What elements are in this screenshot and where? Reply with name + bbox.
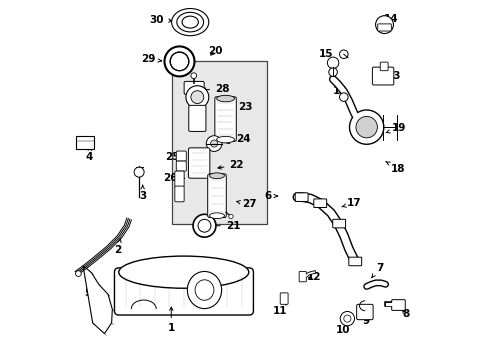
FancyBboxPatch shape bbox=[299, 271, 305, 282]
Circle shape bbox=[134, 167, 144, 177]
Ellipse shape bbox=[216, 136, 234, 143]
Circle shape bbox=[349, 110, 383, 144]
FancyBboxPatch shape bbox=[207, 174, 226, 217]
Circle shape bbox=[210, 140, 217, 147]
Text: 18: 18 bbox=[385, 162, 405, 174]
Text: 25: 25 bbox=[165, 152, 185, 162]
FancyBboxPatch shape bbox=[377, 24, 390, 31]
FancyBboxPatch shape bbox=[184, 81, 203, 94]
Circle shape bbox=[355, 116, 377, 138]
Circle shape bbox=[328, 68, 337, 76]
FancyBboxPatch shape bbox=[176, 161, 186, 171]
Text: 30: 30 bbox=[149, 15, 172, 25]
Text: 5: 5 bbox=[83, 288, 94, 297]
Circle shape bbox=[75, 271, 81, 276]
Ellipse shape bbox=[216, 95, 234, 102]
FancyBboxPatch shape bbox=[295, 193, 307, 202]
Text: 28: 28 bbox=[202, 84, 229, 94]
Text: 11: 11 bbox=[272, 301, 287, 316]
Text: 4: 4 bbox=[85, 146, 93, 162]
Circle shape bbox=[206, 136, 222, 152]
Circle shape bbox=[326, 57, 338, 68]
FancyBboxPatch shape bbox=[176, 151, 186, 161]
Text: 19: 19 bbox=[386, 123, 405, 133]
Circle shape bbox=[190, 91, 203, 104]
Ellipse shape bbox=[171, 9, 208, 36]
Text: 2: 2 bbox=[114, 239, 121, 255]
FancyBboxPatch shape bbox=[332, 219, 345, 228]
Text: 7: 7 bbox=[371, 262, 383, 278]
FancyBboxPatch shape bbox=[313, 199, 326, 207]
Text: 1: 1 bbox=[167, 307, 175, 333]
Polygon shape bbox=[83, 266, 112, 334]
Text: 15: 15 bbox=[318, 49, 332, 64]
Ellipse shape bbox=[209, 173, 224, 179]
Circle shape bbox=[190, 73, 196, 78]
Text: 29: 29 bbox=[142, 54, 162, 64]
Circle shape bbox=[340, 311, 354, 326]
Circle shape bbox=[164, 46, 194, 76]
Text: 8: 8 bbox=[402, 309, 409, 319]
Text: 26: 26 bbox=[163, 173, 184, 183]
Circle shape bbox=[193, 214, 216, 237]
FancyBboxPatch shape bbox=[188, 105, 205, 131]
FancyBboxPatch shape bbox=[114, 268, 253, 315]
Ellipse shape bbox=[209, 213, 224, 219]
Circle shape bbox=[185, 86, 208, 109]
Text: 3: 3 bbox=[139, 185, 146, 201]
Text: 17: 17 bbox=[341, 198, 361, 208]
Circle shape bbox=[170, 52, 188, 71]
Ellipse shape bbox=[182, 16, 198, 28]
Text: 20: 20 bbox=[207, 46, 222, 56]
FancyBboxPatch shape bbox=[391, 300, 405, 310]
Text: 12: 12 bbox=[306, 272, 321, 282]
Text: 10: 10 bbox=[335, 322, 349, 335]
Text: 6: 6 bbox=[264, 191, 277, 201]
Circle shape bbox=[228, 214, 233, 219]
FancyBboxPatch shape bbox=[188, 148, 209, 178]
FancyBboxPatch shape bbox=[76, 136, 94, 149]
FancyBboxPatch shape bbox=[280, 293, 287, 304]
Ellipse shape bbox=[195, 280, 213, 300]
Text: 16: 16 bbox=[332, 86, 347, 96]
Circle shape bbox=[343, 315, 350, 322]
Text: 13: 13 bbox=[380, 71, 401, 81]
Circle shape bbox=[339, 50, 347, 59]
FancyBboxPatch shape bbox=[175, 186, 184, 202]
Circle shape bbox=[170, 52, 188, 71]
Text: 24: 24 bbox=[225, 134, 250, 144]
Circle shape bbox=[339, 93, 347, 102]
FancyBboxPatch shape bbox=[372, 67, 393, 85]
Text: 14: 14 bbox=[380, 14, 397, 23]
FancyBboxPatch shape bbox=[356, 304, 372, 320]
Ellipse shape bbox=[187, 271, 221, 309]
FancyBboxPatch shape bbox=[175, 171, 184, 187]
Circle shape bbox=[375, 16, 393, 33]
FancyBboxPatch shape bbox=[380, 62, 387, 71]
Text: 23: 23 bbox=[232, 102, 252, 112]
Text: 22: 22 bbox=[218, 160, 244, 170]
Circle shape bbox=[198, 219, 210, 232]
Ellipse shape bbox=[177, 12, 203, 32]
Ellipse shape bbox=[119, 256, 248, 288]
Text: 27: 27 bbox=[236, 199, 257, 209]
FancyBboxPatch shape bbox=[214, 97, 236, 141]
Text: 9: 9 bbox=[362, 312, 369, 326]
FancyBboxPatch shape bbox=[348, 257, 361, 266]
Bar bbox=[172, 62, 266, 224]
Text: 21: 21 bbox=[208, 221, 240, 231]
